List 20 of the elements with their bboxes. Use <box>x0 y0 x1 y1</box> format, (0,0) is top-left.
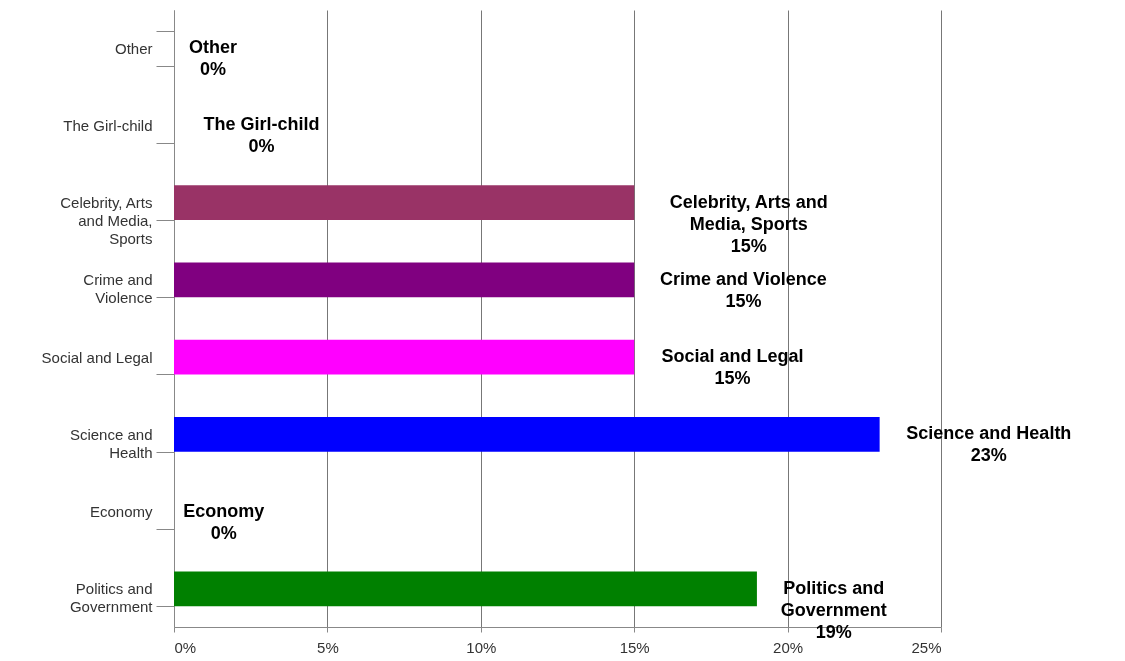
x-tick-label: 0% <box>174 638 197 656</box>
y-tick-label: Other <box>114 39 153 57</box>
data-label: Science and Health 23% <box>906 423 1072 466</box>
y-tick-label: Science and Health <box>69 425 153 461</box>
data-label: Celebrity, Arts and Media, Sports 15% <box>669 191 828 256</box>
y-tick-label: Crime and Violence <box>83 271 153 307</box>
y-tick-label: The Girl-child <box>63 116 153 134</box>
data-label: Other 0% <box>188 37 238 80</box>
y-tick-label: Celebrity, Arts and Media, Sports <box>60 194 153 248</box>
data-label: The Girl-child 0% <box>203 114 320 157</box>
data-label: Economy 0% <box>183 500 265 543</box>
x-tick-label: 25% <box>911 638 942 656</box>
y-tick-label: Social and Legal <box>41 348 153 366</box>
data-label: Crime and Violence 15% <box>660 268 827 311</box>
x-tick-label: 5% <box>317 638 339 656</box>
y-tick-label: Economy <box>89 503 153 521</box>
x-tick-label: 10% <box>466 638 497 656</box>
x-tick-label: 15% <box>619 638 650 656</box>
y-tick-label: Politics and Government <box>69 580 154 616</box>
data-label: Social and Legal 15% <box>661 346 804 389</box>
